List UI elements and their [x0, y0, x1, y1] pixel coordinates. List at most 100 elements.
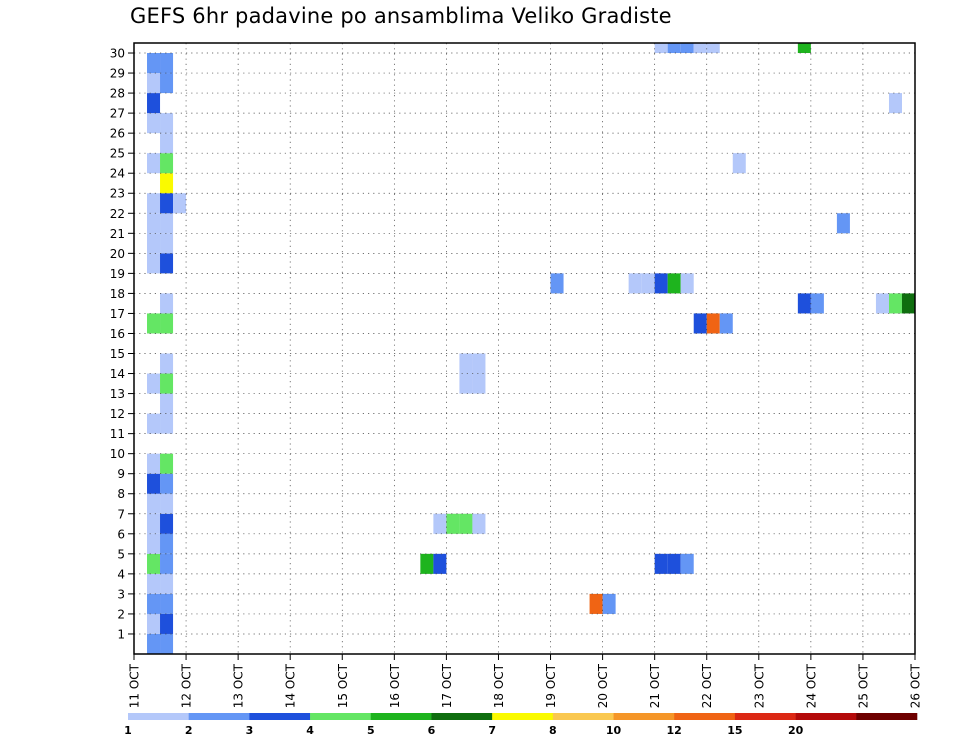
x-tick-label: 23 OCT: [752, 663, 766, 708]
heatmap-cell: [147, 93, 161, 114]
x-axis: 11 OCT 12 OCT 13 OCT 14 OCT 15 OCT 16 OCT 17 O…: [128, 654, 923, 708]
y-tick-label: 12: [110, 407, 125, 421]
y-tick-label: 10: [110, 447, 125, 461]
colorbar-label: 1: [124, 724, 132, 737]
colorbar-swatch: [856, 713, 918, 720]
y-tick-label: 2: [117, 607, 125, 621]
y-tick-label: 26: [110, 127, 125, 141]
grid-lines: [134, 43, 915, 654]
colorbar-swatch: [734, 713, 796, 720]
heatmap-cell: [888, 93, 902, 114]
y-tick-label: 14: [110, 367, 125, 381]
heatmap-cell: [160, 533, 174, 554]
heatmap-cell: [160, 453, 174, 474]
heatmap-cell: [888, 293, 902, 314]
heatmap-cell: [147, 513, 161, 534]
heatmap-cell: [732, 153, 746, 174]
heatmap-cell: [160, 613, 174, 634]
colorbar-swatch: [310, 713, 372, 720]
heatmap-cell: [147, 533, 161, 554]
heatmap-cell: [667, 273, 681, 294]
colorbar-label: 20: [788, 724, 804, 737]
heatmap-cell: [836, 213, 850, 234]
heatmap-cell: [641, 273, 655, 294]
colorbar-swatch: [188, 713, 250, 720]
heatmap-cell: [147, 553, 161, 574]
x-tick-label: 19 OCT: [544, 663, 558, 708]
y-tick-label: 1: [117, 627, 125, 641]
heatmap-cell: [147, 593, 161, 614]
heatmap-cell: [433, 513, 447, 534]
y-tick-label: 27: [110, 107, 125, 121]
heatmap-cell: [147, 53, 161, 74]
heatmap-cell: [719, 313, 733, 334]
x-tick-label: 14 OCT: [284, 663, 298, 708]
x-tick-label: 11 OCT: [128, 663, 142, 708]
heatmap-cell: [459, 373, 473, 394]
heatmap-cell: [602, 593, 616, 614]
y-tick-label: 8: [117, 487, 125, 501]
heatmap-cell: [160, 253, 174, 274]
y-tick-label: 25: [110, 147, 125, 161]
heatmap-cell: [706, 43, 720, 54]
heatmap-cell: [160, 293, 174, 314]
heatmap-cell: [160, 393, 174, 414]
heatmap-cell: [147, 313, 161, 334]
heatmap-cell: [680, 43, 694, 54]
y-tick-label: 5: [117, 547, 125, 561]
heatmap-cell: [160, 73, 174, 94]
heatmap-cell: [693, 43, 707, 54]
plot-frame: [133, 42, 916, 655]
heatmap-cell: [667, 553, 681, 574]
colorbar-swatch: [431, 713, 493, 720]
y-tick-label: 30: [110, 47, 125, 61]
heatmap-cell: [160, 413, 174, 434]
x-tick-label: 25 OCT: [856, 663, 870, 708]
x-tick-label: 20 OCT: [596, 663, 610, 708]
heatmap-cell: [160, 113, 174, 134]
y-tick-label: 18: [110, 287, 125, 301]
heatmap-cell: [810, 293, 824, 314]
heatmap-cells: [147, 43, 915, 654]
heatmap-cell: [667, 43, 681, 54]
y-tick-label: 17: [110, 307, 125, 321]
y-tick-label: 6: [117, 527, 125, 541]
x-tick-label: 18 OCT: [492, 663, 506, 708]
y-tick-label: 21: [110, 227, 125, 241]
heatmap-cell: [459, 513, 473, 534]
y-tick-label: 24: [110, 167, 125, 181]
heatmap-cell: [147, 213, 161, 234]
heatmap-cell: [160, 153, 174, 174]
chart-title: GEFS 6hr padavine po ansamblima Veliko G…: [130, 4, 672, 28]
y-axis: 1234567891011121314151617181920212223242…: [110, 47, 134, 641]
colorbar-swatch: [674, 713, 736, 720]
y-tick-label: 29: [110, 67, 125, 81]
y-tick-label: 3: [117, 587, 125, 601]
x-tick-label: 16 OCT: [388, 663, 402, 708]
x-tick-label: 26 OCT: [909, 663, 923, 708]
heatmap-cell: [147, 373, 161, 394]
colorbar-label: 7: [488, 724, 496, 737]
heatmap-cell: [875, 293, 889, 314]
heatmap-cell: [147, 453, 161, 474]
y-tick-label: 11: [110, 427, 125, 441]
colorbar-swatch: [552, 713, 614, 720]
heatmap-cell: [160, 133, 174, 154]
heatmap-cell: [693, 313, 707, 334]
y-tick-label: 22: [110, 207, 125, 221]
heatmap-cell: [160, 633, 174, 654]
heatmap-cell: [147, 113, 161, 134]
heatmap-cell: [160, 493, 174, 514]
heatmap-cell: [147, 573, 161, 594]
x-tick-label: 17 OCT: [440, 663, 454, 708]
heatmap-cell: [160, 573, 174, 594]
colorbar-label: 2: [185, 724, 193, 737]
heatmap-cell: [160, 313, 174, 334]
colorbar-legend: 1 2 3 4 5 6 7 8 10 12 15 20: [124, 713, 918, 737]
colorbar-label: 10: [606, 724, 622, 737]
colorbar-label: 4: [306, 724, 314, 737]
colorbar-swatch: [370, 713, 432, 720]
colorbar-label: 8: [549, 724, 557, 737]
heatmap-cell: [147, 153, 161, 174]
heatmap-cell: [160, 193, 174, 214]
